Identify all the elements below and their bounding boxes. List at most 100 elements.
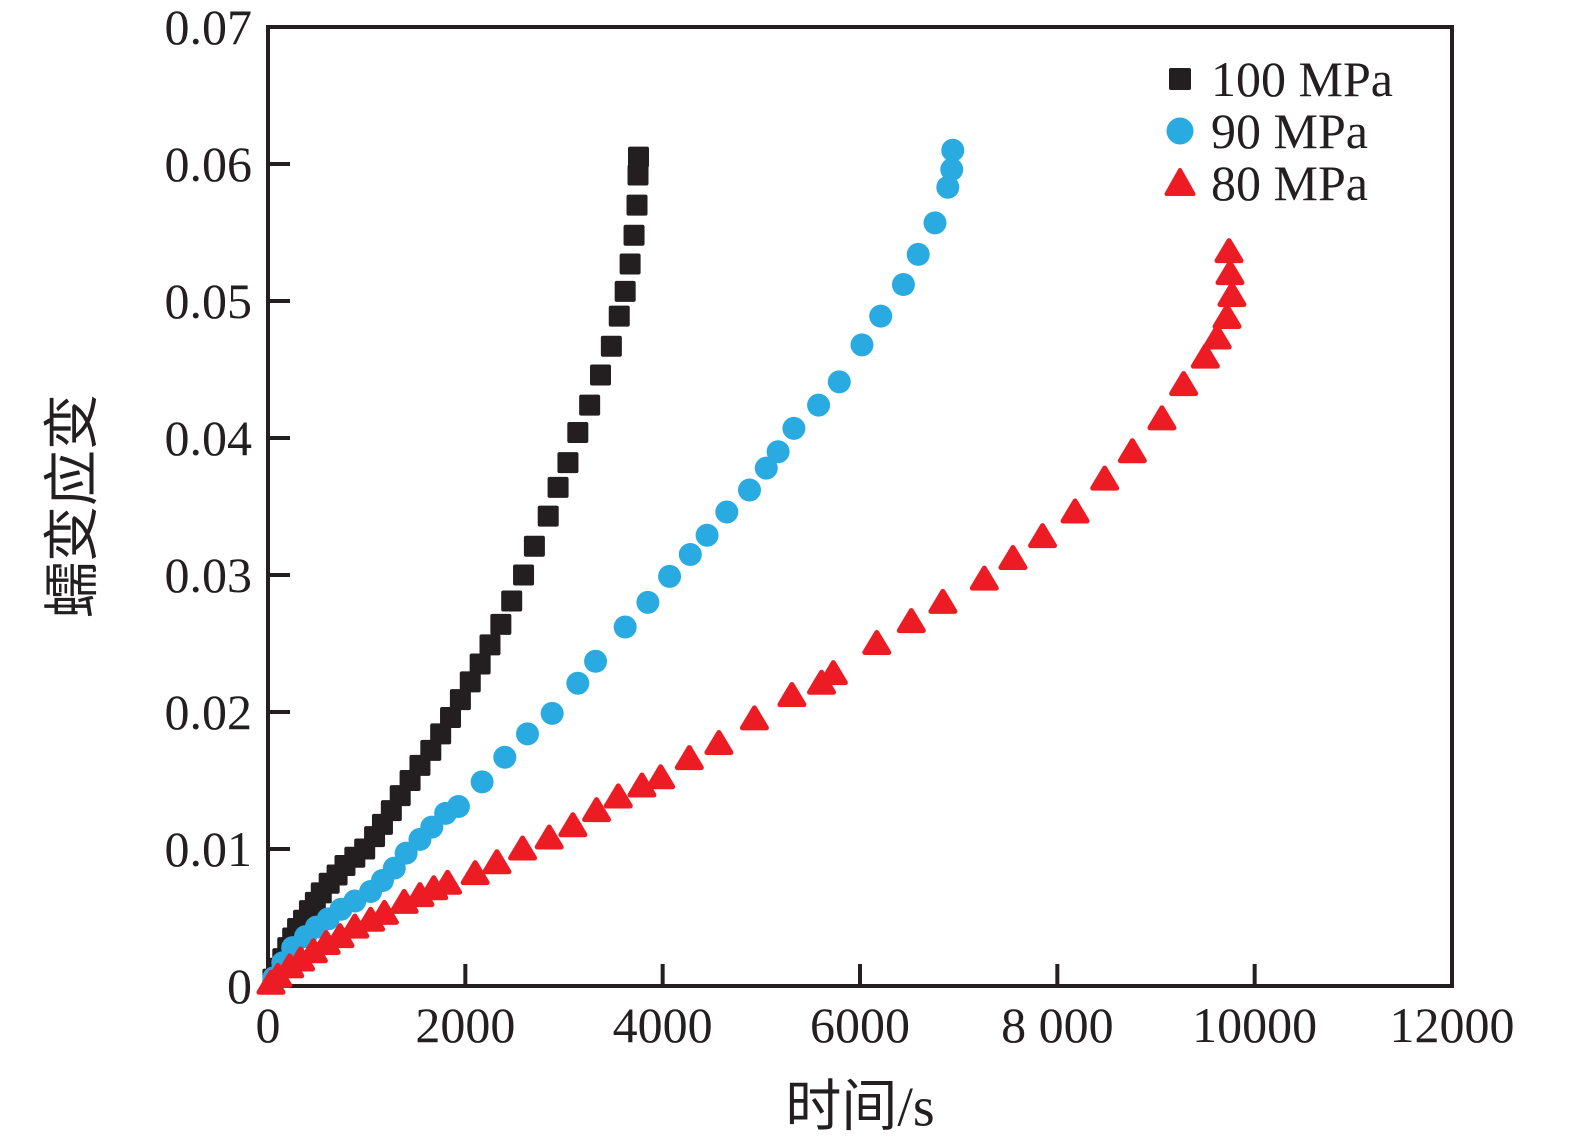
data-point-circle xyxy=(906,242,930,266)
data-point-square xyxy=(627,164,649,186)
data-point-square xyxy=(600,335,622,357)
data-point-circle xyxy=(850,333,874,357)
data-point-square xyxy=(627,146,649,168)
y-tick-label: 0.01 xyxy=(165,821,253,877)
data-point-triangle xyxy=(1190,343,1220,369)
data-point-circle xyxy=(470,770,494,794)
data-point-triangle xyxy=(482,849,512,875)
x-tick-label: 8 000 xyxy=(1001,997,1114,1053)
data-point-triangle xyxy=(433,869,463,895)
data-point-circle xyxy=(766,440,790,464)
data-point-square xyxy=(513,564,535,586)
data-point-circle xyxy=(493,745,517,769)
data-point-triangle xyxy=(998,545,1028,571)
legend: 100 MPa 90 MPa 80 MPa xyxy=(1163,53,1393,209)
data-point-triangle xyxy=(558,812,588,838)
data-point-circle xyxy=(613,615,637,639)
data-point-circle xyxy=(636,590,660,614)
data-point-square xyxy=(608,305,630,327)
data-point-circle xyxy=(941,138,965,162)
legend-marker-circle-icon xyxy=(1166,117,1194,145)
y-tick-label: 0.02 xyxy=(165,684,253,740)
data-point-circle xyxy=(540,701,564,725)
data-point-square xyxy=(479,634,501,656)
x-tick-label: 6000 xyxy=(810,997,910,1053)
data-point-square xyxy=(557,452,579,474)
y-tick-label: 0.05 xyxy=(165,273,253,329)
data-point-circle xyxy=(695,523,719,547)
data-point-triangle xyxy=(1217,282,1247,308)
data-point-triangle xyxy=(1028,523,1058,549)
data-point-circle xyxy=(807,393,831,417)
data-point-triangle xyxy=(1214,238,1244,264)
data-point-triangle xyxy=(1215,260,1245,286)
data-point-triangle xyxy=(674,745,704,771)
data-point-triangle xyxy=(460,860,490,886)
x-tick-label: 12000 xyxy=(1390,997,1515,1053)
data-point-circle xyxy=(737,478,761,502)
data-point-square xyxy=(523,535,545,557)
data-point-triangle xyxy=(1202,324,1232,350)
data-point-triangle xyxy=(739,705,769,731)
data-point-circle xyxy=(715,500,739,524)
x-tick-label: 0 xyxy=(256,997,281,1053)
data-point-square xyxy=(567,422,589,444)
data-point-circle xyxy=(827,370,851,394)
data-point-square xyxy=(501,590,523,612)
data-point-triangle xyxy=(896,608,926,634)
data-point-circle xyxy=(658,564,682,588)
x-tick-label: 2000 xyxy=(415,997,515,1053)
y-axis-title: 蠕变应变 xyxy=(42,394,105,618)
data-point-triangle xyxy=(862,630,892,655)
y-tick-label: 0.04 xyxy=(165,410,253,466)
y-tick-label: 0 xyxy=(227,958,252,1014)
x-tick-label: 4000 xyxy=(613,997,713,1053)
data-point-circle xyxy=(891,273,915,297)
data-point-circle xyxy=(584,649,608,673)
data-point-circle xyxy=(678,542,702,566)
legend-item-90mpa: 90 MPa xyxy=(1163,105,1393,157)
data-point-circle xyxy=(515,722,539,746)
data-point-triangle xyxy=(646,764,676,790)
data-point-triangle xyxy=(1090,465,1120,491)
legend-item-80mpa: 80 MPa xyxy=(1163,157,1393,209)
data-point-triangle xyxy=(704,730,734,756)
data-point-square xyxy=(420,739,442,761)
data-point-triangle xyxy=(969,565,999,591)
data-point-triangle xyxy=(777,682,807,708)
data-point-square xyxy=(590,364,612,386)
data-point-square xyxy=(459,671,481,693)
data-point-triangle xyxy=(508,835,538,861)
data-point-square xyxy=(547,476,569,498)
x-axis-title: 时间/s xyxy=(785,1076,935,1139)
data-point-square xyxy=(579,394,601,416)
y-tick-label: 0.07 xyxy=(165,0,253,55)
data-point-square xyxy=(440,706,462,728)
legend-marker-square-icon xyxy=(1169,68,1191,90)
data-point-triangle xyxy=(1169,371,1199,397)
data-point-square xyxy=(469,653,491,675)
data-point-circle xyxy=(566,671,590,695)
data-point-square xyxy=(490,613,512,635)
data-point-circle xyxy=(446,795,470,819)
legend-label-100mpa: 100 MPa xyxy=(1211,51,1393,107)
legend-marker-triangle-icon xyxy=(1164,168,1196,196)
data-point-triangle xyxy=(928,588,958,614)
data-point-square xyxy=(626,194,648,216)
data-point-circle xyxy=(782,416,806,440)
legend-item-100mpa: 100 MPa xyxy=(1163,53,1393,105)
legend-label-90mpa: 90 MPa xyxy=(1211,103,1368,159)
legend-label-80mpa: 80 MPa xyxy=(1211,155,1368,211)
data-point-square xyxy=(614,280,636,302)
data-point-triangle xyxy=(534,824,564,850)
data-point-square xyxy=(537,505,559,527)
data-point-triangle xyxy=(1117,438,1147,464)
data-point-circle xyxy=(754,456,778,480)
data-point-square xyxy=(619,253,641,275)
data-point-triangle xyxy=(1060,498,1090,524)
data-point-triangle xyxy=(818,660,848,686)
data-point-triangle xyxy=(603,783,633,809)
data-point-triangle xyxy=(1212,303,1242,329)
